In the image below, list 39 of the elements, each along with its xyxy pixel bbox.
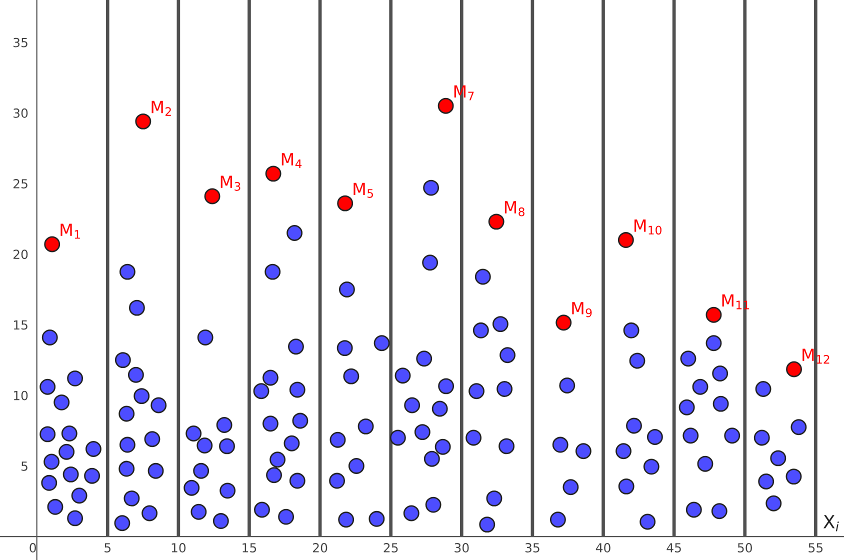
point xyxy=(488,214,504,230)
annotation: M$_{10}$ xyxy=(634,220,662,235)
y-tick-label: 20 xyxy=(13,250,28,260)
point xyxy=(618,232,634,248)
y-tick-label: 10 xyxy=(14,390,28,400)
x-tick-label: 15 xyxy=(242,543,256,552)
point xyxy=(135,113,152,130)
annotation: M$_{2}$ xyxy=(152,100,171,116)
x-tick-label: 50 xyxy=(738,543,752,552)
x-tick-label: 20 xyxy=(313,543,328,552)
point xyxy=(786,361,802,378)
annotation: M$_{9}$ xyxy=(572,302,592,318)
x-tick-label: 10 xyxy=(172,543,186,552)
x-tick-label: 30 xyxy=(454,543,469,552)
x-tick-label: 40 xyxy=(596,543,610,552)
point xyxy=(337,195,354,212)
x-tick-label: 35 xyxy=(525,543,540,552)
annotation: M$_{8}$ xyxy=(504,201,524,216)
point xyxy=(44,236,60,252)
x-tick-label: 5 xyxy=(104,543,111,552)
y-tick-label: 30 xyxy=(14,108,28,118)
annotation: M$_{3}$ xyxy=(220,176,240,191)
point xyxy=(265,166,282,182)
y-tick-label: 5 xyxy=(21,462,28,471)
point xyxy=(556,314,572,331)
point xyxy=(204,188,220,204)
x-tick-label: 25 xyxy=(384,543,398,552)
x-tick-label: 55 xyxy=(808,543,823,552)
y-tick-label: 35 xyxy=(14,38,28,48)
y-tick-label: 15 xyxy=(14,320,28,330)
x-tick-label: 45 xyxy=(666,543,681,552)
point xyxy=(438,98,454,114)
x-tick-label: 0 xyxy=(30,543,36,552)
annotation: M$_{4}$ xyxy=(282,153,302,168)
annotation: M$_{1}$ xyxy=(60,224,80,239)
y-tick-label: 25 xyxy=(13,179,28,188)
x-axis-title: X$_{i}$ xyxy=(823,515,839,532)
annotation: M$_{5}$ xyxy=(354,182,373,198)
point xyxy=(706,306,722,323)
